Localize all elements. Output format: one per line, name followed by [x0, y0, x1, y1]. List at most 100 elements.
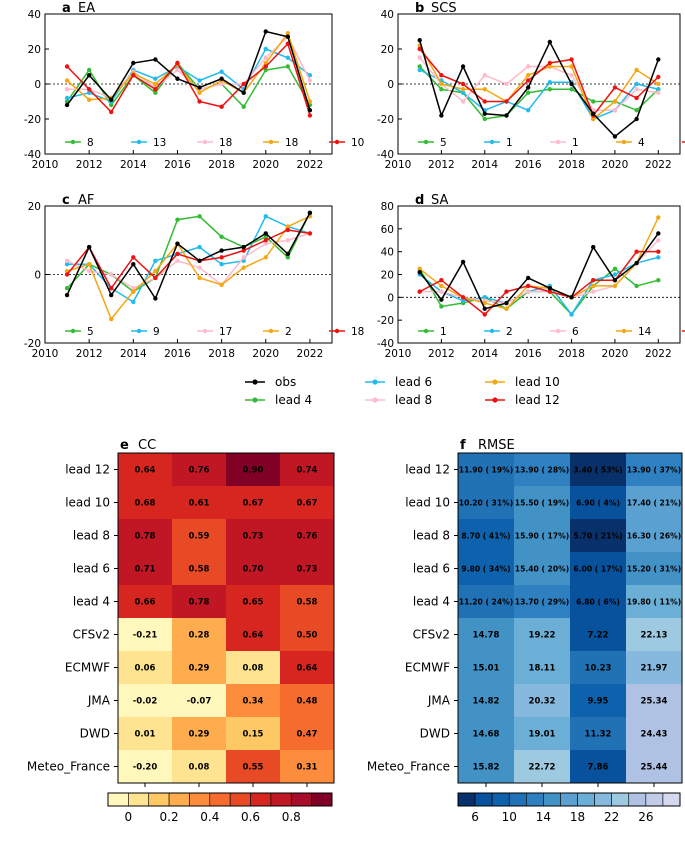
- colorbar-segment: [508, 792, 527, 807]
- cell-label: 15.40 ( 20%): [515, 565, 569, 574]
- colorbar-tick-label: 14: [536, 810, 551, 824]
- x-tick-label: 2014: [120, 159, 147, 171]
- legend-marker-lead6: [489, 139, 495, 145]
- y-tick-label: 80: [381, 201, 394, 213]
- heatmap-cell: [570, 684, 626, 717]
- data-point-lead12: [439, 73, 444, 78]
- legend-marker-lead8: [202, 328, 208, 334]
- data-point-lead8: [64, 258, 70, 263]
- colorbar-segment: [611, 792, 630, 807]
- row-label: DWD: [80, 727, 110, 741]
- panel-f: 11.90 ( 19%) 13.90 ( 28%) 3.40 ( 53%) 13.90…: [367, 438, 683, 824]
- heatmap-cell: [458, 651, 514, 684]
- data-point-lead10: [241, 265, 246, 270]
- data-point-lead10: [460, 87, 466, 92]
- heatmap-cell: [172, 618, 226, 651]
- data-point-lead4: [417, 64, 422, 69]
- data-point-lead4: [591, 99, 596, 104]
- cell-label: 0.08: [243, 664, 264, 674]
- data-point-obs: [504, 113, 509, 118]
- row-label: DWD: [420, 727, 450, 741]
- data-point-obs: [109, 97, 114, 102]
- data-point-lead10: [64, 78, 70, 83]
- data-point-lead4: [439, 304, 444, 309]
- x-tick-label: 2016: [164, 348, 191, 360]
- data-point-lead8: [460, 99, 466, 104]
- row-label: lead 10: [65, 496, 110, 510]
- data-point-lead12: [153, 275, 158, 281]
- legend-marker-lead4: [70, 139, 76, 145]
- cell-label: 0.58: [189, 565, 210, 575]
- data-point-lead8: [131, 286, 136, 291]
- heatmap-cell: [570, 618, 626, 651]
- data-point-lead8: [656, 238, 661, 243]
- data-point-lead8: [525, 289, 531, 294]
- data-point-lead10: [591, 116, 596, 122]
- colorbar-segment: [474, 792, 493, 807]
- data-point-obs: [547, 286, 553, 291]
- data-point-lead4: [285, 64, 291, 69]
- legend-number: 6: [572, 326, 579, 338]
- legend-marker-lead4: [252, 397, 258, 403]
- cell-label: 10.20 ( 31%): [459, 499, 513, 508]
- legend-number: 10: [351, 137, 364, 149]
- cell-label: 0.50: [297, 631, 318, 641]
- data-point-lead4: [86, 67, 92, 73]
- data-point-obs: [417, 38, 422, 43]
- data-point-lead12: [482, 99, 487, 104]
- data-point-lead10: [482, 300, 487, 306]
- row-label: ECMWF: [405, 661, 450, 675]
- cell-label: 17.40 ( 21%): [627, 499, 681, 508]
- data-point-obs: [109, 292, 114, 298]
- data-point-lead4: [153, 90, 158, 95]
- data-point-lead8: [525, 64, 531, 69]
- y-tick-label: -40: [377, 149, 394, 161]
- legend-marker-lead12: [492, 397, 498, 403]
- row-label: lead 8: [413, 529, 450, 543]
- legend-number: 5: [440, 137, 447, 149]
- data-point-lead12: [482, 312, 487, 317]
- cell-label: 0.01: [135, 730, 156, 740]
- data-point-lead6: [86, 90, 92, 95]
- data-point-obs: [219, 248, 224, 253]
- data-point-lead6: [569, 312, 574, 317]
- series-line-lead12: [66, 229, 311, 290]
- data-point-lead10: [153, 81, 158, 87]
- legend-marker-lead8: [372, 397, 378, 403]
- data-point-lead6: [64, 95, 70, 101]
- colorbar-frame: [107, 792, 333, 807]
- heatmap-cell: [514, 552, 570, 585]
- data-point-obs: [439, 113, 444, 118]
- cell-label: 6.90 ( 4%): [576, 499, 620, 508]
- data-point-lead4: [656, 278, 661, 283]
- x-tick-label: 2010: [32, 348, 59, 360]
- data-point-lead10: [439, 81, 444, 87]
- x-tick-label: 2022: [297, 159, 324, 171]
- heatmap-cell: [514, 684, 570, 717]
- heatmap-cell: [458, 486, 514, 519]
- data-point-lead12: [525, 78, 531, 83]
- colorbar-segment: [457, 792, 476, 807]
- data-point-lead12: [547, 289, 553, 294]
- y-tick-label: -40: [24, 149, 41, 161]
- cell-label: 0.76: [297, 532, 318, 542]
- data-point-lead12: [307, 231, 313, 236]
- cell-label: 18.11: [529, 664, 556, 674]
- heatmap-cell: [570, 750, 626, 783]
- colorbar-segment: [148, 792, 170, 807]
- cell-label: 0.55: [243, 763, 264, 773]
- data-point-lead12: [439, 278, 444, 283]
- cell-label: 0.64: [243, 631, 264, 641]
- data-point-lead12: [131, 73, 136, 78]
- cell-label: 0.76: [189, 466, 210, 476]
- data-point-lead4: [439, 87, 444, 92]
- data-point-lead10: [307, 99, 313, 104]
- colorbar-segment: [189, 792, 211, 807]
- colorbar-tick-label: 0: [125, 810, 133, 824]
- series-line-lead8: [66, 232, 311, 290]
- heatmap-frame: [457, 452, 683, 784]
- data-point-obs: [131, 262, 136, 267]
- x-tick-label: 2012: [76, 348, 103, 360]
- data-point-obs: [439, 297, 444, 302]
- legend-marker-lead8: [555, 139, 561, 145]
